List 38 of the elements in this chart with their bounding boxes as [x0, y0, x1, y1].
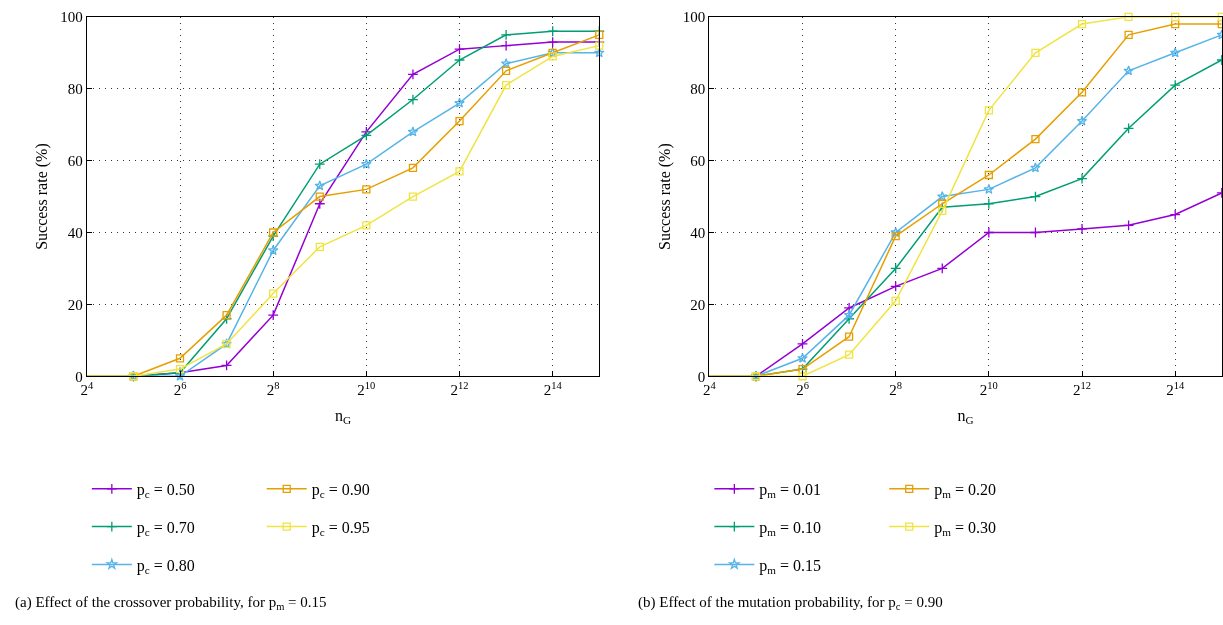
y-tick-label: 100	[60, 9, 83, 26]
x-axis-title: n$_{G}$	[957, 407, 974, 427]
legend-label: p$_{c}$ = 0.70	[136, 518, 195, 539]
legend-label: p$_{c}$ = 0.80	[136, 556, 195, 576]
y-tick-label: 100	[682, 9, 706, 26]
x-tick-label: 2$^{8}$	[889, 380, 903, 399]
x-tick-label: 2$^{10}$	[979, 380, 998, 399]
text: (a) Effect of the crossover probability, for p$_{m}$ = 0.15	[15, 594, 327, 613]
y-tick-label: 80	[690, 81, 706, 97]
x-tick-label: 2$^{8}$	[266, 380, 280, 399]
legend-label: p$_{m}$ = 0.15	[759, 556, 822, 576]
y-tick-label: 20	[690, 296, 706, 313]
x-tick-label: 2$^{6}$	[796, 380, 809, 399]
x-axis-title: n$_{G}$	[335, 407, 352, 427]
legend-label: p$_{m}$ = 0.01	[759, 481, 822, 501]
x-tick-label: 2$^{14}$	[1166, 380, 1185, 399]
legend-label: p$_{m}$ = 0.30	[934, 518, 996, 539]
y-tick-label: 60	[690, 152, 706, 169]
y-axis-title: Success rate (%)	[33, 143, 52, 250]
y-tick-label: 80	[67, 81, 83, 97]
y-tick-label: 40	[690, 224, 706, 241]
y-tick-label: 60	[67, 152, 83, 169]
legend-label: p$_{m}$ = 0.20	[934, 481, 996, 501]
text: (b) Effect of the mutation probability, for p$_{c}$ = 0.90	[638, 594, 943, 613]
y-tick-label: 40	[67, 224, 83, 241]
y-tick-label: 20	[67, 296, 83, 313]
y-tick-label: 0	[697, 368, 706, 385]
x-tick-label: 2$^{12}$	[450, 380, 469, 399]
x-tick-label: 2$^{10}$	[357, 380, 376, 399]
x-tick-label: 2$^{14}$	[543, 380, 563, 399]
legend-label: p$_{c}$ = 0.50	[136, 481, 195, 501]
legend-label: p$_{c}$ = 0.95	[311, 518, 370, 539]
legend-label: p$_{m}$ = 0.10	[759, 518, 822, 539]
x-tick-label: 2$^{6}$	[173, 380, 187, 399]
x-tick-label: 2$^{12}$	[1073, 380, 1092, 399]
legend-label: p$_{c}$ = 0.90	[311, 481, 370, 501]
y-axis-title: Success rate (%)	[655, 143, 674, 250]
y-tick-label: 0	[75, 368, 83, 385]
